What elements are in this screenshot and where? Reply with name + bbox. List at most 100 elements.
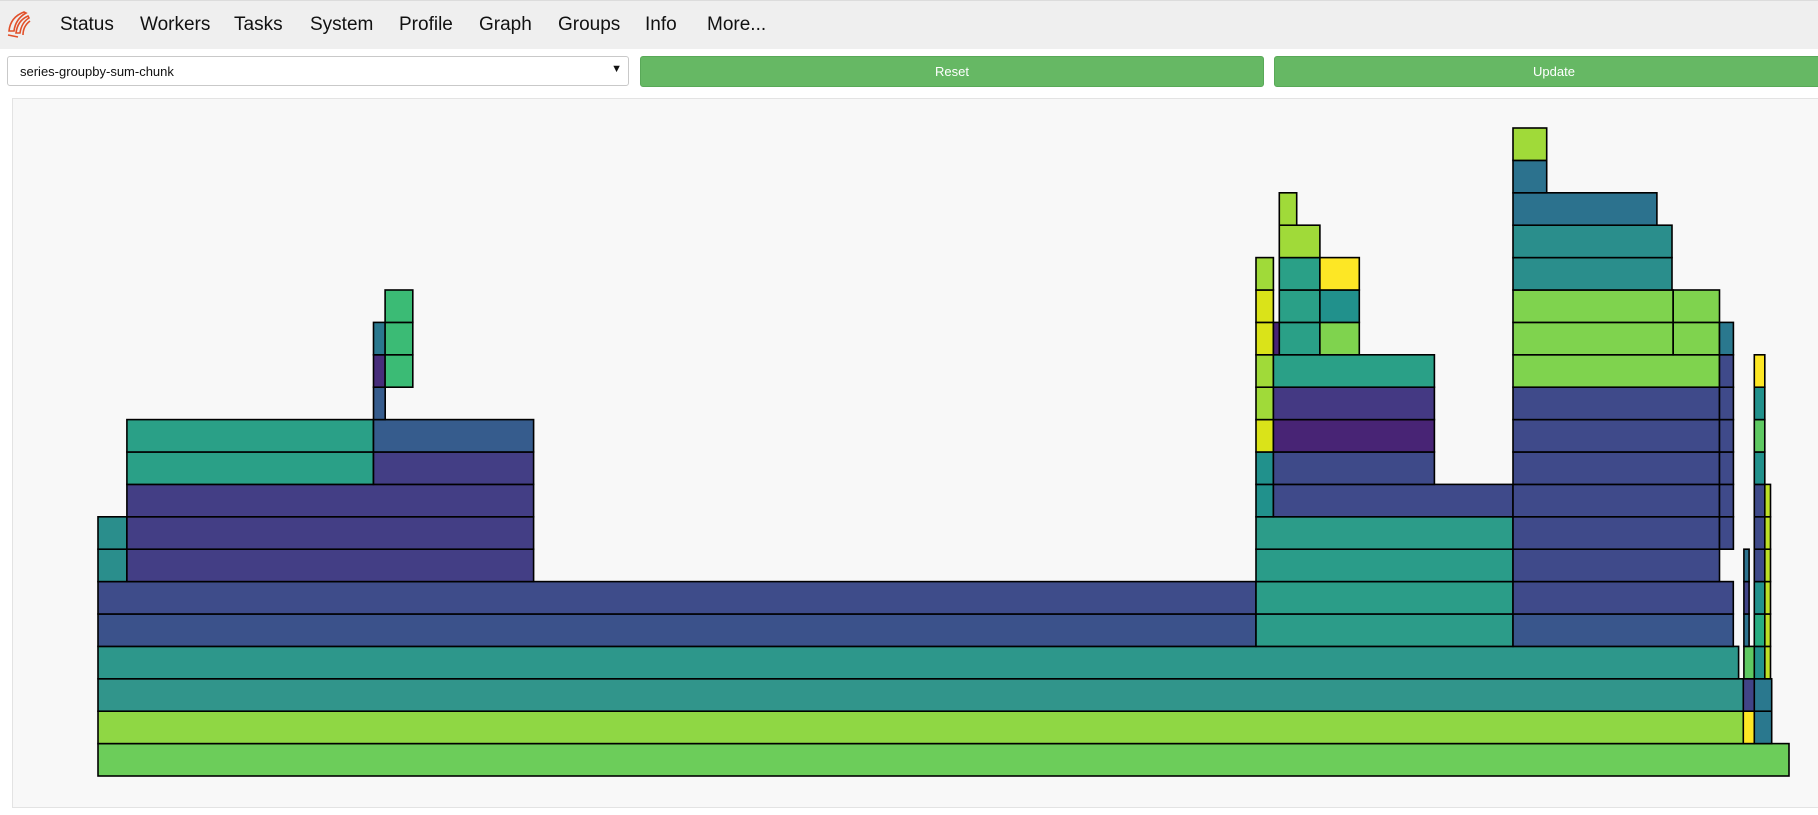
flamegraph-frame-d11-60[interactable] (1272, 386, 1436, 421)
flamegraph-frame-d8-40[interactable] (1512, 483, 1721, 518)
nav-item-info[interactable]: Info (645, 14, 677, 35)
flamegraph-frame-d1-1[interactable] (97, 710, 1745, 745)
flamegraph-frame-d4-11[interactable] (97, 613, 1257, 648)
flamegraph-frame-d10-55[interactable] (1512, 418, 1721, 453)
flamegraph-frame-d12-67[interactable] (1272, 354, 1436, 389)
flamegraph-frame-d12-64[interactable] (372, 354, 386, 389)
flamegraph-frame-d4-12[interactable] (1255, 613, 1514, 648)
flamegraph-frame-d13-71[interactable] (372, 321, 386, 356)
flamegraph-frame-d5-17[interactable] (97, 580, 1257, 615)
flamegraph-frame-d15-86[interactable] (1255, 256, 1275, 291)
flamegraph-frame-d4-16[interactable] (1764, 613, 1772, 648)
flamegraph-frame-d14-81[interactable] (1255, 289, 1275, 324)
flamegraph-frame-d9-46[interactable] (1255, 451, 1275, 486)
flamegraph-frame-d7-31[interactable] (126, 515, 535, 550)
flamegraph-frame-d7-33[interactable] (1512, 515, 1721, 550)
flamegraph-frame-d2-4[interactable] (97, 677, 1745, 712)
flamegraph-frame-d12-66[interactable] (1255, 354, 1275, 389)
flamegraph-frame-d0-0[interactable] (97, 742, 1790, 777)
task-key-select[interactable]: series-groupby-sum-chunk ▼ (7, 56, 629, 86)
flamegraph-frame-d4-13[interactable] (1512, 613, 1735, 648)
reset-button[interactable]: Reset (640, 56, 1264, 87)
flamegraph-frame-d8-43[interactable] (1764, 483, 1772, 518)
flamegraph-frame-d13-72[interactable] (384, 321, 414, 356)
flamegraph-frame-d10-52[interactable] (372, 418, 535, 453)
flamegraph-frame-d11-62[interactable] (1718, 386, 1735, 421)
flamegraph-frame-d13-76[interactable] (1319, 321, 1361, 356)
flamegraph-frame-d8-38[interactable] (1255, 483, 1275, 518)
flamegraph-frame-d14-85[interactable] (1672, 289, 1721, 324)
flamegraph-frame-d9-45[interactable] (372, 451, 535, 486)
flamegraph-frame-d16-90[interactable] (1278, 224, 1321, 259)
flamegraph-frame-d15-88[interactable] (1319, 256, 1361, 291)
flamegraph-frame-d13-75[interactable] (1278, 321, 1321, 356)
flamegraph-frame-d17-93[interactable] (1512, 192, 1658, 227)
flamegraph-frame-d12-65[interactable] (384, 354, 414, 389)
flamegraph-frame-d11-59[interactable] (1255, 386, 1275, 421)
flamegraph-frame-d10-56[interactable] (1718, 418, 1735, 453)
flamegraph-frame-d3-9[interactable] (1753, 645, 1766, 680)
flamegraph-frame-d14-83[interactable] (1319, 289, 1361, 324)
flamegraph-frame-d7-34[interactable] (1718, 515, 1735, 550)
flamegraph-frame-d5-19[interactable] (1512, 580, 1735, 615)
flamegraph-frame-d6-25[interactable] (1255, 548, 1514, 583)
flamegraph-frame-d4-15[interactable] (1753, 613, 1766, 648)
flamegraph-frame-d9-47[interactable] (1272, 451, 1436, 486)
flamegraph-frame-d10-53[interactable] (1255, 418, 1275, 453)
update-button[interactable]: Update (1274, 56, 1818, 87)
flamegraph-frame-d9-50[interactable] (1753, 451, 1766, 486)
flamegraph-frame-d12-68[interactable] (1512, 354, 1721, 389)
flamegraph-frame-d9-49[interactable] (1718, 451, 1735, 486)
flamegraph-frame-d15-87[interactable] (1278, 256, 1321, 291)
flamegraph-frame-d10-54[interactable] (1272, 418, 1436, 453)
flamegraph-frame-d6-29[interactable] (1764, 548, 1772, 583)
nav-item-groups[interactable]: Groups (558, 14, 621, 35)
flamegraph-frame-d1-3[interactable] (1753, 710, 1773, 745)
flamegraph-frame-d8-39[interactable] (1272, 483, 1514, 518)
flamegraph-frame-d3-10[interactable] (1764, 645, 1772, 680)
flamegraph-frame-d11-58[interactable] (372, 386, 386, 421)
flamegraph-frame-d13-73[interactable] (1255, 321, 1275, 356)
flamegraph-frame-d17-92[interactable] (1278, 192, 1298, 227)
flamegraph-frame-d6-23[interactable] (97, 548, 128, 583)
flamegraph-frame-d3-8[interactable] (1743, 645, 1756, 680)
nav-item-status[interactable]: Status (60, 14, 114, 35)
flamegraph-frame-d5-21[interactable] (1753, 580, 1766, 615)
flamegraph-frame-d11-61[interactable] (1512, 386, 1721, 421)
nav-item-graph[interactable]: Graph (479, 14, 532, 35)
flamegraph-frame-d2-5[interactable] (1742, 677, 1756, 712)
flamegraph-frame-d10-57[interactable] (1753, 418, 1766, 453)
flamegraph-frame-d5-22[interactable] (1764, 580, 1772, 615)
flamegraph-frame-d14-82[interactable] (1278, 289, 1321, 324)
flamegraph-frame-d13-78[interactable] (1672, 321, 1721, 356)
flamegraph-frame-d13-77[interactable] (1512, 321, 1674, 356)
flamegraph-frame-d8-42[interactable] (1753, 483, 1766, 518)
flamegraph-frame-d1-2[interactable] (1742, 710, 1756, 745)
nav-item-workers[interactable]: Workers (140, 14, 211, 35)
flamegraph-frame-d7-30[interactable] (97, 515, 128, 550)
flamegraph-frame-d2-6[interactable] (1753, 677, 1773, 712)
flamegraph-frame-d13-74[interactable] (1272, 321, 1281, 356)
flamegraph-frame-d18-94[interactable] (1512, 159, 1548, 194)
flamegraph-frame-d6-27[interactable] (1743, 548, 1750, 583)
flamegraph-frame-d8-41[interactable] (1718, 483, 1735, 518)
flamegraph-frame-d9-44[interactable] (126, 451, 375, 486)
flamegraph-frame-d7-32[interactable] (1255, 515, 1514, 550)
flamegraph-frame-d6-26[interactable] (1512, 548, 1721, 583)
flamegraph-frame-d6-28[interactable] (1753, 548, 1766, 583)
flamegraph-frame-d14-80[interactable] (384, 289, 414, 324)
flamegraph-frame-d5-18[interactable] (1255, 580, 1514, 615)
flamegraph-frame-d10-51[interactable] (126, 418, 375, 453)
nav-item-system[interactable]: System (310, 14, 374, 35)
flamegraph-frame-d7-35[interactable] (1753, 515, 1766, 550)
flamegraph-frame-d8-37[interactable] (126, 483, 535, 518)
flamegraph-frame-d19-95[interactable] (1512, 127, 1548, 162)
flamegraph-frame-d11-63[interactable] (1753, 386, 1766, 421)
flamegraph-chart[interactable] (13, 99, 1818, 799)
flamegraph-frame-d12-69[interactable] (1718, 354, 1735, 389)
flamegraph-frame-d4-14[interactable] (1743, 613, 1750, 648)
nav-item-profile[interactable]: Profile (399, 14, 453, 35)
flamegraph-frame-d12-70[interactable] (1753, 354, 1766, 389)
flamegraph-frame-d5-20[interactable] (1743, 580, 1750, 615)
flamegraph-frame-d15-89[interactable] (1512, 256, 1673, 291)
